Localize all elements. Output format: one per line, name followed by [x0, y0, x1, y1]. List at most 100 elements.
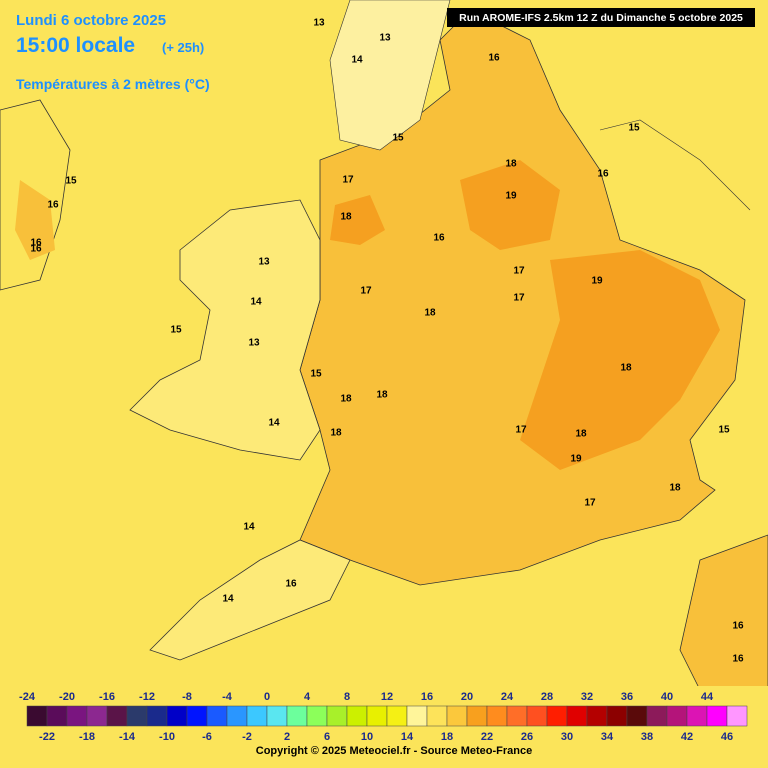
top-tick-label: -8 [182, 691, 192, 703]
time: 15:00 locale [16, 34, 135, 57]
cool-area [329, 0, 451, 151]
top-tick-label: 16 [421, 691, 433, 703]
bottom-tick-label: -10 [159, 731, 175, 743]
bottom-tick-label: -22 [39, 731, 55, 743]
top-tick-label: 8 [344, 691, 350, 703]
contour-label: 16 [30, 244, 42, 255]
warm-area [15, 180, 55, 260]
color-box [486, 705, 508, 727]
contour-label: 13 [258, 257, 270, 268]
contour-label: 13 [379, 33, 391, 44]
color-box [266, 705, 288, 727]
color-box [666, 705, 688, 727]
top-tick-label: 40 [661, 691, 673, 703]
contour-label: 13 [313, 18, 325, 29]
bottom-tick-label: -14 [119, 731, 136, 743]
top-tick-label: 24 [501, 691, 514, 703]
color-box [506, 705, 528, 727]
color-box [186, 705, 208, 727]
color-box [246, 705, 268, 727]
top-tick-label: -16 [99, 691, 115, 703]
contour-label: 14 [222, 594, 234, 605]
color-box [146, 705, 168, 727]
contour-label: 19 [505, 191, 517, 202]
color-box [646, 705, 668, 727]
color-box [366, 705, 388, 727]
contour-label: 15 [392, 133, 404, 144]
top-tick-label: 12 [381, 691, 393, 703]
contour-label: 15 [718, 425, 730, 436]
contour-label: 15 [170, 325, 182, 336]
contour-label: 16 [732, 621, 744, 632]
contour-label: 16 [433, 233, 445, 244]
color-box [446, 705, 468, 727]
color-box [66, 705, 88, 727]
contour-label: 18 [669, 483, 681, 494]
contour-label: 14 [268, 418, 280, 429]
contour-label: 15 [628, 123, 640, 134]
color-box [106, 705, 128, 727]
variable: Températures à 2 mètres (°C) [16, 76, 210, 92]
run-info: Run AROME-IFS 2.5km 12 Z du Dimanche 5 o… [459, 12, 743, 24]
coastline [0, 99, 71, 291]
top-tick-label: 28 [541, 691, 553, 703]
cool-area [149, 539, 351, 661]
contour-label: 16 [488, 53, 500, 64]
contour-label: 17 [342, 175, 354, 186]
contour-label: 18 [424, 308, 436, 319]
contour-label: 14 [351, 55, 363, 66]
top-tick-label: 20 [461, 691, 473, 703]
color-box [406, 705, 428, 727]
bottom-tick-label: 30 [561, 731, 573, 743]
copyright: Copyright © 2025 Meteociel.fr - Source M… [256, 745, 532, 757]
color-box [166, 705, 188, 727]
contour-label: 16 [285, 579, 297, 590]
color-box [626, 705, 648, 727]
hot-area [330, 195, 385, 245]
bottom-tick-label: -18 [79, 731, 95, 743]
bottom-tick-label: 22 [481, 731, 493, 743]
top-tick-label: 4 [304, 691, 311, 703]
bottom-tick-label: 42 [681, 731, 693, 743]
top-tick-label: 32 [581, 691, 593, 703]
contour-label: 16 [30, 238, 42, 249]
color-box [46, 705, 68, 727]
contour-label: 14 [243, 522, 255, 533]
color-box [346, 705, 368, 727]
contour-label: 18 [575, 429, 587, 440]
contour-label: 17 [360, 286, 372, 297]
color-box [326, 705, 348, 727]
contour-label: 18 [340, 212, 352, 223]
bottom-tick-label: 10 [361, 731, 373, 743]
bottom-tick-label: 14 [401, 731, 414, 743]
top-tick-label: -24 [19, 691, 36, 703]
color-box [286, 705, 308, 727]
contour-label: 18 [340, 394, 352, 405]
color-box [466, 705, 488, 727]
top-tick-label: -4 [222, 691, 233, 703]
contour-label: 15 [65, 176, 77, 187]
top-tick-label: 44 [701, 691, 714, 703]
color-box [586, 705, 608, 727]
contour-label: 17 [513, 266, 525, 277]
bottom-tick-label: -6 [202, 731, 212, 743]
contour-label: 15 [310, 369, 322, 380]
hot-area [460, 160, 560, 250]
lead-time: (+ 25h) [162, 40, 204, 55]
contour [599, 119, 751, 211]
color-box [26, 705, 48, 727]
bottom-tick-label: 34 [601, 731, 614, 743]
cool-area [129, 199, 321, 461]
contour-label: 13 [248, 338, 260, 349]
contour-label: 18 [330, 428, 342, 439]
color-box [606, 705, 628, 727]
contour-label: 16 [47, 200, 59, 211]
legend-area [0, 686, 768, 768]
contour-label: 17 [513, 293, 525, 304]
bottom-tick-label: 46 [721, 731, 733, 743]
color-box [386, 705, 408, 727]
color-box [706, 705, 728, 727]
bottom-tick-label: 18 [441, 731, 453, 743]
